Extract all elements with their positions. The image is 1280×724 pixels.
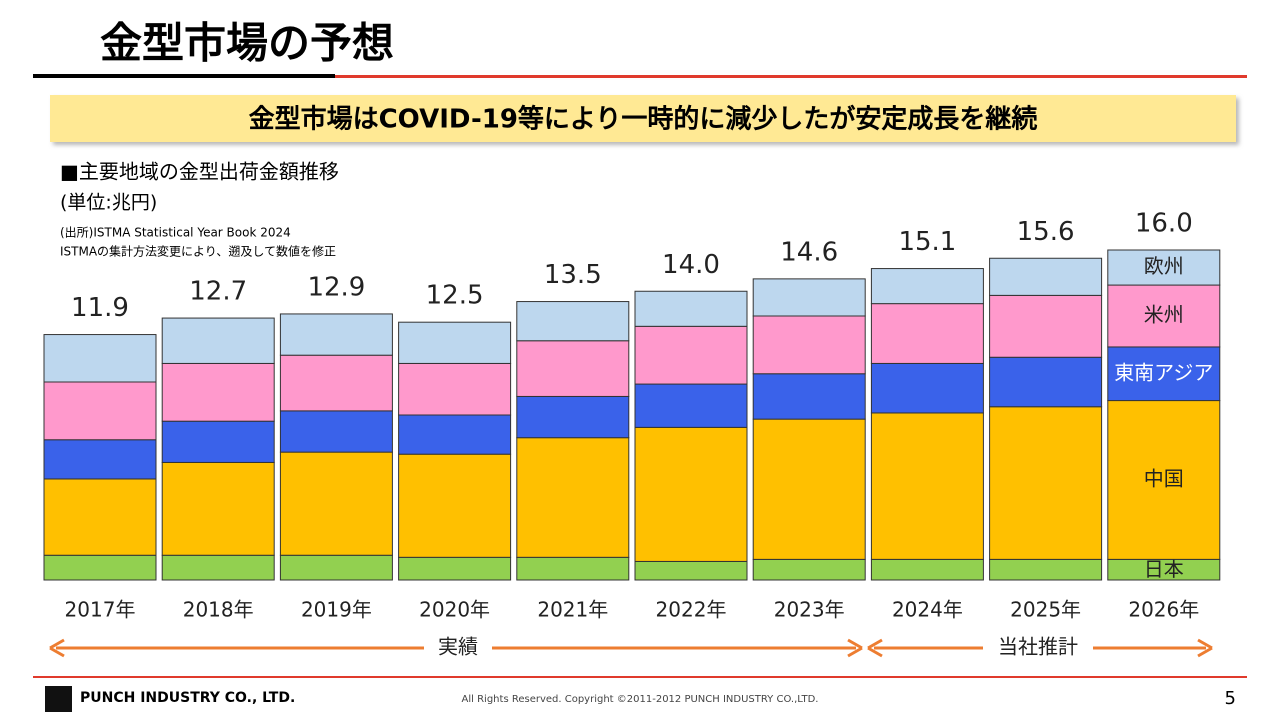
company-name: PUNCH INDUSTRY CO., LTD. [80, 690, 295, 706]
copyright: All Rights Reserved. Copyright ©2011-201… [462, 694, 819, 705]
bar-segment [398, 556, 512, 581]
bar-segment [634, 560, 748, 581]
bar-segment [161, 420, 275, 463]
bar-segment [43, 381, 157, 441]
bar-segment [1107, 249, 1221, 286]
bar-segment [989, 558, 1103, 581]
bar-segment [161, 554, 275, 581]
bar-segment [516, 437, 630, 558]
bar-segment [989, 294, 1103, 358]
total-label: 15.6 [1017, 217, 1075, 247]
chart-title: ■主要地域の金型出荷金額推移 [60, 160, 339, 184]
bar-segment [752, 418, 866, 560]
total-label: 16.0 [1135, 209, 1193, 239]
bar-segment [161, 362, 275, 422]
bar-segment [516, 301, 630, 342]
bar-segment [1107, 284, 1221, 348]
logo [45, 686, 72, 712]
x-tick-label: 2023年 [774, 598, 845, 622]
bar-segment [989, 406, 1103, 560]
x-tick-label: 2021年 [537, 598, 608, 622]
bar-segment [43, 439, 157, 480]
x-tick-label: 2019年 [301, 598, 372, 622]
bar-segment [634, 325, 748, 385]
bar-segment [1107, 400, 1221, 560]
bar-segment [870, 268, 984, 305]
source-note: ISTMAの集計方法変更により、遡及して数値を修正 [60, 244, 336, 259]
bar-segment [989, 257, 1103, 296]
series-label: 米州 [1144, 303, 1184, 327]
bar-segment [634, 383, 748, 428]
bar-segment [1107, 346, 1221, 402]
arrow-head [1197, 638, 1213, 658]
series-label: 東南アジア [1114, 360, 1213, 384]
arrow-head [867, 638, 883, 658]
total-label: 11.9 [71, 293, 129, 323]
bar-segment [516, 395, 630, 439]
bar-segment [516, 340, 630, 397]
bar-segment [43, 334, 157, 383]
x-tick-label: 2018年 [183, 598, 254, 622]
page-number: 5 [1225, 688, 1236, 709]
bar-segment [279, 354, 393, 412]
bar-segment [43, 554, 157, 581]
period-label: 実績 [438, 635, 478, 659]
bar-segment [870, 412, 984, 560]
x-tick-label: 2022年 [656, 598, 727, 622]
total-label: 12.5 [426, 281, 484, 311]
bar-segment [634, 290, 748, 327]
title-rule-red [335, 75, 1247, 78]
bar-segment [279, 410, 393, 453]
bar-segment [161, 317, 275, 364]
bar-segment [43, 478, 157, 556]
slide-title: 金型市場の予想 [100, 19, 394, 68]
total-label: 12.7 [189, 277, 247, 307]
source-note: (出所)ISTMA Statistical Year Book 2024 [60, 226, 291, 240]
bar-segment [870, 362, 984, 414]
bar-segment [752, 558, 866, 581]
bar-segment [516, 556, 630, 581]
bar-segment [398, 362, 512, 416]
series-label: 中国 [1144, 466, 1184, 490]
bar-segment [161, 461, 275, 556]
bar-segment [634, 426, 748, 562]
x-tick-label: 2017年 [65, 598, 136, 622]
bar-segment [870, 303, 984, 364]
bar-segment [398, 414, 512, 455]
series-label: 日本 [1144, 557, 1184, 581]
bar-segment [279, 313, 393, 356]
x-tick-label: 2025年 [1010, 598, 1081, 622]
banner [50, 95, 1236, 142]
x-tick-label: 2024年 [892, 598, 963, 622]
period-label: 当社推計 [998, 635, 1078, 659]
unit-label: (単位:兆円) [60, 192, 157, 214]
arrow-head [847, 638, 863, 658]
x-tick-label: 2020年 [419, 598, 490, 622]
total-label: 14.0 [662, 250, 720, 280]
arrow-head [49, 638, 65, 658]
bar-segment [989, 356, 1103, 408]
bar-segment [752, 373, 866, 420]
series-label: 欧州 [1144, 254, 1184, 278]
bar-segment [279, 451, 393, 556]
bar-segment [398, 321, 512, 364]
bar-segment [752, 278, 866, 317]
total-label: 13.5 [544, 260, 602, 290]
bar-segment [752, 315, 866, 375]
bar-segment [279, 554, 393, 581]
banner-text: 金型市場はCOVID-19等により一時的に減少したが安定成長を継続 [249, 104, 1038, 135]
total-label: 12.9 [307, 272, 365, 302]
x-tick-label: 2026年 [1128, 598, 1199, 622]
bar-segment [870, 558, 984, 581]
total-label: 14.6 [780, 237, 838, 267]
title-rule [33, 74, 335, 78]
total-label: 15.1 [898, 227, 956, 257]
footer-rule [33, 676, 1247, 678]
bar-segment [398, 453, 512, 558]
